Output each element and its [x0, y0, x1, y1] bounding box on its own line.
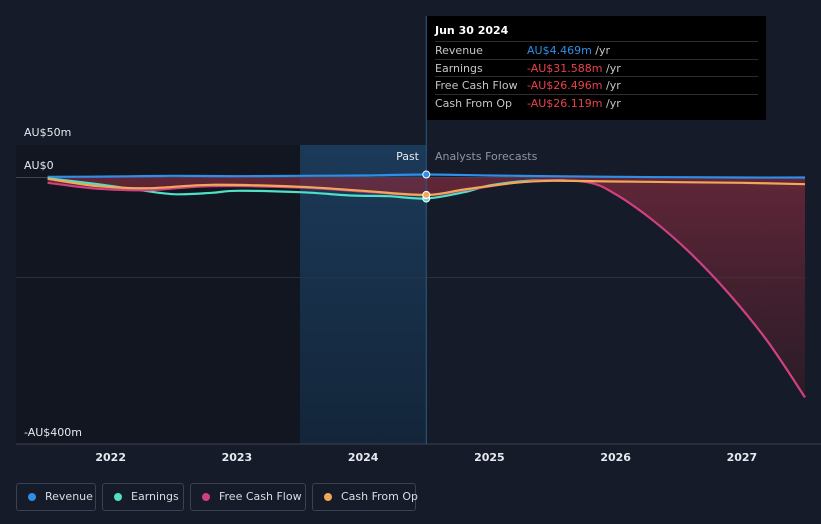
y-tick-label: AU$0	[24, 159, 54, 172]
y-tick-label: AU$50m	[24, 126, 71, 139]
legend-label: Revenue	[45, 490, 93, 503]
legend-label: Earnings	[131, 490, 179, 503]
legend-item-earnings[interactable]: Earnings	[102, 483, 184, 511]
legend-label: Cash From Op	[341, 490, 419, 503]
tooltip-row-value: -AU$26.119m /yr	[527, 96, 621, 110]
y-tick-label: -AU$400m	[24, 426, 82, 439]
past-label: Past	[396, 150, 420, 163]
marker-cash-from-op	[422, 190, 431, 199]
legend-dot-icon	[324, 493, 332, 501]
x-tick-label: 2024	[348, 451, 379, 464]
legend-item-revenue[interactable]: Revenue	[16, 483, 96, 511]
tooltip-row: Cash From Op -AU$26.119m /yr	[435, 93, 758, 112]
x-tick-label: 2026	[600, 451, 631, 464]
x-tick-label: 2025	[474, 451, 505, 464]
forecast-label: Analysts Forecasts	[435, 150, 538, 163]
y-axis-labels: AU$50m AU$0 -AU$400m	[24, 126, 82, 439]
legend-item-cash-from-op[interactable]: Cash From Op	[312, 483, 419, 511]
tooltip-row-label: Free Cash Flow	[435, 79, 518, 92]
x-tick-label: 2023	[222, 451, 253, 464]
series-line-cash-from-op	[47, 177, 806, 197]
tooltip-row-value: -AU$31.588m /yr	[527, 61, 621, 75]
past-background	[16, 145, 301, 444]
legend-dot-icon	[28, 493, 36, 501]
legend-label: Free Cash Flow	[219, 490, 302, 503]
tooltip-row-label: Cash From Op	[435, 96, 513, 110]
tooltip-markers	[422, 170, 431, 203]
x-tick-label: 2027	[727, 451, 758, 464]
free-cash-flow-area	[47, 177, 806, 398]
marker-revenue	[422, 170, 431, 179]
tooltip-row: Earnings -AU$31.588m /yr	[435, 58, 758, 77]
tooltip-row: Free Cash Flow -AU$26.496m /yr	[435, 76, 758, 94]
tooltip-row-label: Revenue	[435, 44, 483, 57]
tooltip: Jun 30 2024 Revenue AU$4.469m /yr Earnings…	[427, 16, 766, 120]
x-axis-labels: 2022 2023 2024 2025 2026 2027	[95, 451, 757, 464]
tooltip-row-value: -AU$26.496m /yr	[527, 79, 621, 92]
legend-dot-icon	[114, 493, 122, 501]
tooltip-row-value: AU$4.469m /yr	[527, 44, 611, 57]
tooltip-row-label: Earnings	[435, 61, 483, 75]
legend-item-free-cash-flow[interactable]: Free Cash Flow	[190, 483, 306, 511]
legend-dot-icon	[202, 493, 210, 501]
tooltip-date: Jun 30 2024	[435, 24, 509, 37]
x-tick-label: 2022	[95, 451, 126, 464]
tooltip-row: Revenue AU$4.469m /yr	[435, 41, 758, 59]
